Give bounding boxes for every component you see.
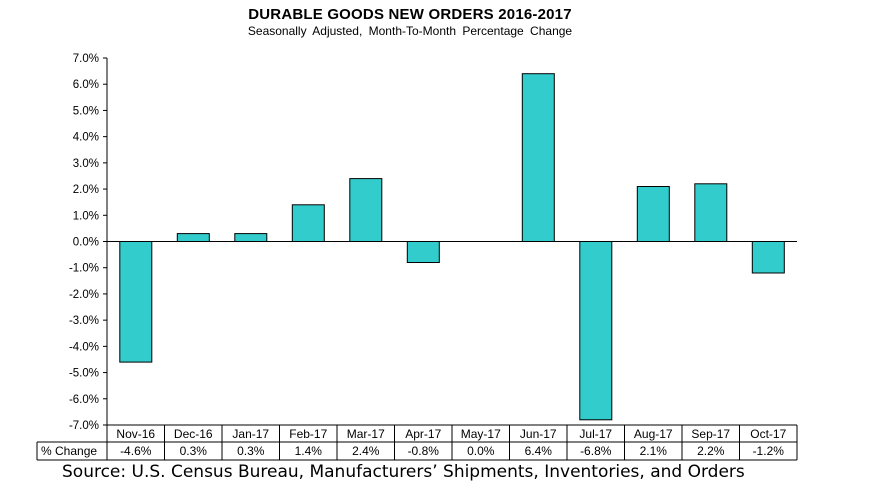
axes-group: 7.0% 6.0% 5.0% 4.0% 3.0% 2.0% 1.0% 0.0% -1.0% -2.… [69, 53, 797, 432]
x-tick-label: Jun-17 [520, 427, 557, 441]
data-label: 2.2% [697, 444, 725, 458]
bar-aug-17 [636, 186, 670, 242]
y-tick-label: 4.0% [73, 132, 99, 144]
data-label: 0.0% [467, 444, 495, 458]
x-tick-label: Oct-17 [750, 427, 786, 441]
y-tick-label: 0.0% [73, 237, 99, 249]
data-label: -4.6% [120, 444, 152, 458]
y-tick-label: -1.0% [69, 263, 99, 275]
data-label: -0.8% [408, 444, 440, 458]
bar-jun-17 [521, 73, 555, 242]
chart-title: DURABLE GOODS NEW ORDERS 2016-2017 [248, 6, 572, 23]
x-tick-label: Feb-17 [289, 427, 327, 441]
x-tick-label: May-17 [461, 427, 501, 441]
table-row-label: % Change [41, 444, 97, 458]
data-table: % Change Nov-16 -4.6% Dec-16 0.3% Jan-17 0.3% F… [36, 424, 798, 461]
x-tick-label: Sep-17 [691, 427, 730, 441]
bar-sep-17 [694, 183, 728, 243]
y-tick-label: 5.0% [73, 105, 99, 117]
y-tick-label: 6.0% [73, 79, 99, 91]
data-label: 0.3% [237, 444, 265, 458]
x-tick-label: Mar-17 [347, 427, 385, 441]
y-tick-label: -4.0% [69, 341, 99, 353]
data-label: 2.4% [352, 444, 380, 458]
y-tick-label: -3.0% [69, 315, 99, 327]
y-tick-label: -7.0% [69, 420, 99, 432]
y-tick-label: -5.0% [69, 368, 99, 380]
y-tick-label: -6.0% [69, 394, 99, 406]
bar-nov-16 [119, 241, 153, 363]
x-tick-label: Jul-17 [579, 427, 612, 441]
chart-subtitle: Seasonally Adjusted, Month-To-Month Perc… [247, 24, 573, 38]
x-tick-label: Dec-16 [174, 427, 213, 441]
x-tick-label: Nov-16 [116, 427, 155, 441]
bar-mar-17 [349, 178, 383, 243]
data-label: 2.1% [640, 444, 668, 458]
data-label: 0.3% [180, 444, 208, 458]
data-label: 6.4% [525, 444, 553, 458]
y-tick-label: 7.0% [73, 53, 99, 65]
bar-dec-16 [176, 233, 210, 243]
y-tick-label: -2.0% [69, 289, 99, 301]
bar-jul-17 [579, 241, 613, 421]
bars-group [119, 73, 785, 421]
source-note: Source: U.S. Census Bureau, Manufacturer… [62, 462, 745, 482]
x-tick-label: Aug-17 [634, 427, 673, 441]
bar-jan-17 [234, 233, 268, 243]
y-tick-label: 3.0% [73, 158, 99, 170]
data-label: -6.8% [580, 444, 612, 458]
x-tick-label: Jan-17 [232, 427, 269, 441]
x-tick-label: Apr-17 [405, 427, 441, 441]
bar-feb-17 [291, 204, 325, 243]
y-tick-label: 2.0% [73, 184, 99, 196]
bar-apr-17 [406, 241, 440, 263]
data-label: -1.2% [753, 444, 785, 458]
y-tick-label: 1.0% [73, 210, 99, 222]
bar-oct-17 [751, 241, 785, 274]
data-label: 1.4% [295, 444, 323, 458]
